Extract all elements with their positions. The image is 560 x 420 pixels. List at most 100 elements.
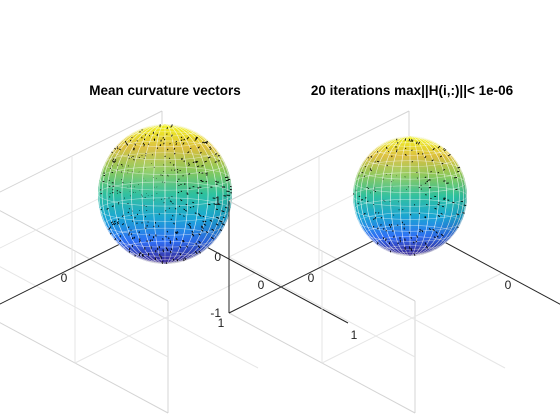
curvature-vector: [419, 228, 422, 231]
curvature-vector: [437, 145, 441, 149]
curvature-vector: [205, 142, 208, 144]
curvature-vector: [120, 163, 123, 166]
curvature-vector: [200, 225, 204, 228]
curvature-vector: [108, 227, 111, 230]
curvature-vector: [374, 212, 377, 214]
curvature-vector: [437, 215, 441, 217]
curvature-vector: [126, 142, 128, 145]
curvature-vector: [409, 246, 411, 250]
curvature-vector: [373, 218, 375, 220]
curvature-vector: [385, 238, 387, 242]
curvature-vector: [194, 212, 197, 214]
curvature-vector: [114, 159, 117, 161]
curvature-vector: [164, 155, 166, 158]
curvature-vector: [222, 216, 225, 219]
curvature-vector: [170, 125, 172, 128]
curvature-vector: [219, 229, 223, 231]
curvature-vector: [372, 225, 375, 228]
curvature-vector: [197, 213, 201, 216]
curvature-vector: [225, 206, 228, 209]
curvature-vector: [179, 253, 182, 256]
subplot-right: 20 iterations max||H(i,:)||< 1e-06 -101-…: [210, 83, 560, 414]
curvature-vector: [109, 226, 112, 228]
y-tick-label: 1: [218, 316, 225, 330]
curvature-vector: [440, 212, 443, 215]
curvature-vector: [439, 155, 443, 158]
curvature-vector: [166, 127, 169, 130]
curvature-vector: [424, 156, 427, 159]
sphere-surface: [98, 124, 232, 264]
curvature-vector: [139, 239, 141, 243]
curvature-vector: [435, 231, 438, 234]
curvature-vector: [106, 208, 109, 210]
curvature-vector: [214, 161, 217, 163]
curvature-vector: [162, 136, 164, 139]
curvature-vector: [176, 258, 179, 262]
x-tick-label: 0: [505, 278, 512, 292]
curvature-vector: [166, 230, 169, 233]
curvature-vector: [169, 200, 172, 202]
curvature-vector: [116, 221, 119, 224]
curvature-vector: [436, 235, 439, 238]
curvature-vector: [424, 216, 427, 219]
curvature-vector: [197, 146, 200, 149]
curvature-vector: [183, 208, 186, 211]
curvature-vector: [367, 157, 369, 159]
curvature-vector: [170, 248, 173, 251]
curvature-vector: [127, 154, 130, 156]
curvature-vector: [111, 205, 114, 208]
curvature-vector: [424, 176, 427, 179]
curvature-vectors: [99, 124, 232, 264]
curvature-vector: [169, 162, 171, 164]
curvature-vector: [132, 148, 135, 151]
x-tick-label: 0: [258, 278, 265, 292]
curvature-vector: [162, 249, 164, 253]
curvature-vector: [198, 233, 201, 236]
curvature-vector: [424, 216, 427, 218]
curvature-vector: [386, 164, 388, 167]
curvature-vector: [117, 222, 120, 225]
curvature-vector: [186, 245, 189, 248]
curvature-vector: [128, 232, 131, 235]
curvature-vector: [113, 147, 117, 150]
sphere-surface: [353, 136, 467, 256]
curvature-vector: [165, 262, 168, 264]
curvature-vector: [195, 242, 198, 245]
curvature-vector: [172, 258, 175, 261]
curvature-vector: [133, 158, 135, 161]
curvature-vector: [432, 228, 435, 232]
curvature-vector: [376, 160, 379, 163]
curvature-vector: [199, 214, 202, 217]
curvature-vector: [181, 240, 184, 243]
curvature-vectors: [353, 138, 467, 256]
curvature-vector: [207, 203, 211, 206]
curvature-vector: [185, 209, 187, 212]
curvature-vector: [411, 149, 413, 152]
curvature-vector: [411, 160, 413, 163]
curvature-vector: [217, 155, 220, 157]
curvature-vector: [421, 229, 424, 233]
curvature-vector: [377, 160, 380, 163]
curvature-vector: [380, 224, 382, 226]
curvature-vector: [168, 157, 171, 160]
curvature-vector: [421, 153, 424, 155]
curvature-vector: [411, 139, 414, 142]
curvature-vector: [197, 245, 201, 249]
curvature-vector: [194, 251, 198, 255]
curvature-vector: [195, 161, 199, 163]
curvature-vector: [170, 201, 172, 203]
grid-line: [71, 267, 259, 369]
curvature-vector: [415, 240, 418, 243]
curvature-vector: [210, 236, 215, 240]
curvature-vector: [462, 212, 465, 214]
curvature-vector: [100, 208, 102, 211]
curvature-vector: [211, 228, 215, 232]
box-edge: [0, 322, 169, 414]
curvature-vector: [163, 142, 165, 145]
curvature-vector: [369, 168, 372, 170]
curvature-vector: [183, 215, 185, 217]
curvature-vector: [209, 146, 212, 149]
curvature-vector: [184, 257, 187, 261]
curvature-vector: [122, 223, 125, 226]
curvature-vector: [169, 241, 172, 244]
